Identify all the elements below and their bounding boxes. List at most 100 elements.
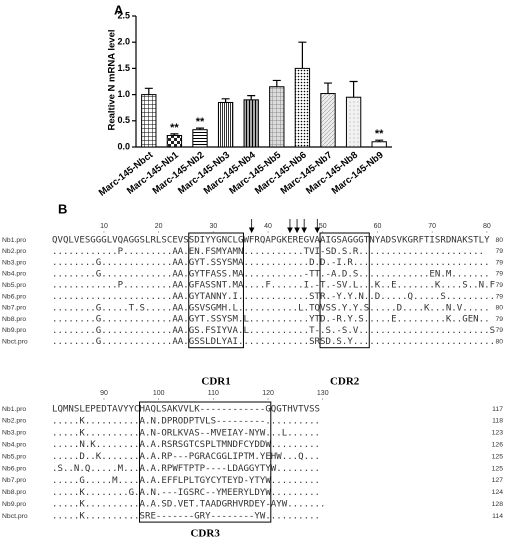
ruler-number: 100 xyxy=(153,390,165,397)
sequence: QVQLVESGGGLVQAGGSLRLSCEVSSDIYYGNCLGWFRQA… xyxy=(52,236,490,246)
significance-mark: ** xyxy=(375,128,384,140)
y-tick-label: 0.5 xyxy=(117,115,130,125)
bar xyxy=(320,93,336,148)
sequence: ......................AA.GYTANNY.I......… xyxy=(52,292,495,302)
ruler-number: 80 xyxy=(483,223,491,230)
error-bar xyxy=(349,80,358,98)
ruler-number: 20 xyxy=(155,223,163,230)
sequence: .....K..........A.A.SD.VET.TAADGRHVRDEY-… xyxy=(52,500,326,510)
row-end: 114 xyxy=(492,513,503,520)
row-name: Nb2.pro xyxy=(2,248,26,255)
sequence: ........G.............AA.GYT.SSYSM.L....… xyxy=(52,315,490,325)
row-end: 79 xyxy=(495,327,503,334)
error-bar xyxy=(272,79,281,87)
arrows xyxy=(248,219,321,234)
significance-mark: ** xyxy=(170,122,179,134)
sequence: ........G.............AA.GYTFASS.MA.....… xyxy=(52,269,490,279)
sequence: .....D..K.......A.A.RP---PGRACGGLIPTM.YE… xyxy=(52,452,320,462)
cdr-label: CDR3 xyxy=(190,528,220,540)
bar xyxy=(294,67,311,148)
row-end: 79 xyxy=(495,248,503,255)
bar xyxy=(166,134,183,148)
cdr-box xyxy=(188,232,244,349)
arrow-head xyxy=(248,227,255,234)
panel-label: B xyxy=(58,201,67,216)
row-end: 125 xyxy=(492,465,504,472)
sequence: .....K........G.A.N.---IGSRC--YMEERYLDYW… xyxy=(52,488,320,498)
row-name: Nb5.pro xyxy=(2,453,26,460)
bar xyxy=(192,129,208,148)
bar xyxy=(217,101,234,148)
ruler-number: 50 xyxy=(319,223,327,230)
error-bar xyxy=(144,87,153,95)
ruler-number: 120 xyxy=(262,390,274,397)
row-end: 128 xyxy=(492,501,504,508)
row-name: Nb4.pro xyxy=(2,441,26,448)
ruler-number: 110 xyxy=(208,390,219,397)
row-end: 126 xyxy=(492,441,504,448)
row-name: Nb8.pro xyxy=(2,489,26,496)
row-end: 79 xyxy=(495,282,503,289)
row-end: 79 xyxy=(495,259,503,266)
row-end: 80 xyxy=(495,305,503,312)
row-end: 79 xyxy=(495,293,503,300)
sequence: .S..N.Q.....M...A.A.RPWFTPTP----LDAGGYTY… xyxy=(52,464,320,474)
sequence: ........G.............AA.GYT.SSYSMA.....… xyxy=(52,258,490,268)
row-end: 79 xyxy=(495,316,503,323)
arrow-head xyxy=(314,227,321,234)
row-name: Nb4.pro xyxy=(2,271,26,278)
bar xyxy=(345,96,362,148)
row-name: Nb2.pro xyxy=(2,418,26,425)
error-bar xyxy=(298,41,307,69)
y-tick-label: 1.5 xyxy=(117,63,130,73)
y-tick-label: 2.5 xyxy=(117,10,130,20)
row-end: 117 xyxy=(492,406,503,413)
bar xyxy=(371,141,387,148)
ruler-number: 60 xyxy=(374,223,382,230)
ruler-number: 130 xyxy=(317,390,329,397)
row-name: Nb6.pro xyxy=(2,293,26,300)
row-name: Nb5.pro xyxy=(2,282,26,289)
row-name: Nb9.pro xyxy=(2,501,26,508)
cdr-label: CDR1 xyxy=(201,376,230,388)
significance-mark: ** xyxy=(196,116,205,128)
row-end: 125 xyxy=(492,453,504,460)
error-bar xyxy=(375,139,384,142)
row-name: Nb7.pro xyxy=(2,305,26,312)
row-name: Nbct.pro xyxy=(2,513,28,520)
bar xyxy=(243,99,259,148)
ruler-number: 30 xyxy=(209,223,217,230)
sequence: ........G.............AA.GS.FSIYVA.L....… xyxy=(52,326,495,336)
row-end: 80 xyxy=(495,338,503,345)
row-end: 127 xyxy=(492,477,504,484)
sequence: ........G.....T.S.....AA.GSVSGMH.L......… xyxy=(52,303,490,313)
row-end: 118 xyxy=(492,418,503,425)
arrow-head xyxy=(287,227,293,234)
row-end: 123 xyxy=(492,430,504,437)
sequence: ............P.........AA.GFASSNT.MA....F… xyxy=(52,281,495,291)
y-tick-label: 2.0 xyxy=(117,37,130,47)
bar xyxy=(269,86,285,148)
ruler-number: 40 xyxy=(264,223,272,230)
row-name: Nb9.pro xyxy=(2,327,26,334)
y-tick-label: 1.0 xyxy=(117,89,130,99)
error-bar xyxy=(196,127,204,130)
ruler-number: 90 xyxy=(100,390,108,397)
row-name: Nb8.pro xyxy=(2,316,26,323)
y-tick-label: 0.0 xyxy=(117,141,130,151)
row-name: Nb1.pro xyxy=(2,406,26,413)
panel-label: A xyxy=(114,2,124,17)
row-name: Nb3.pro xyxy=(2,430,26,437)
sequence: .....K..........A.N.DPRODPTVLS---------.… xyxy=(52,416,320,426)
error-bar xyxy=(324,82,332,94)
error-bar xyxy=(247,95,256,100)
sequence: .....N.K........A.A.RSRSGTCSPLTMNDFCYDDW… xyxy=(52,440,320,450)
arrow-head xyxy=(294,227,300,234)
row-end: 124 xyxy=(492,489,504,496)
bar xyxy=(141,94,157,148)
error-bar xyxy=(170,133,179,136)
cdr-label: CDR2 xyxy=(330,376,360,388)
row-name: Nb7.pro xyxy=(2,477,26,484)
sequence: LQMNSLEPEDTAVYYCHAQLSAKVVLK------------G… xyxy=(52,405,320,415)
